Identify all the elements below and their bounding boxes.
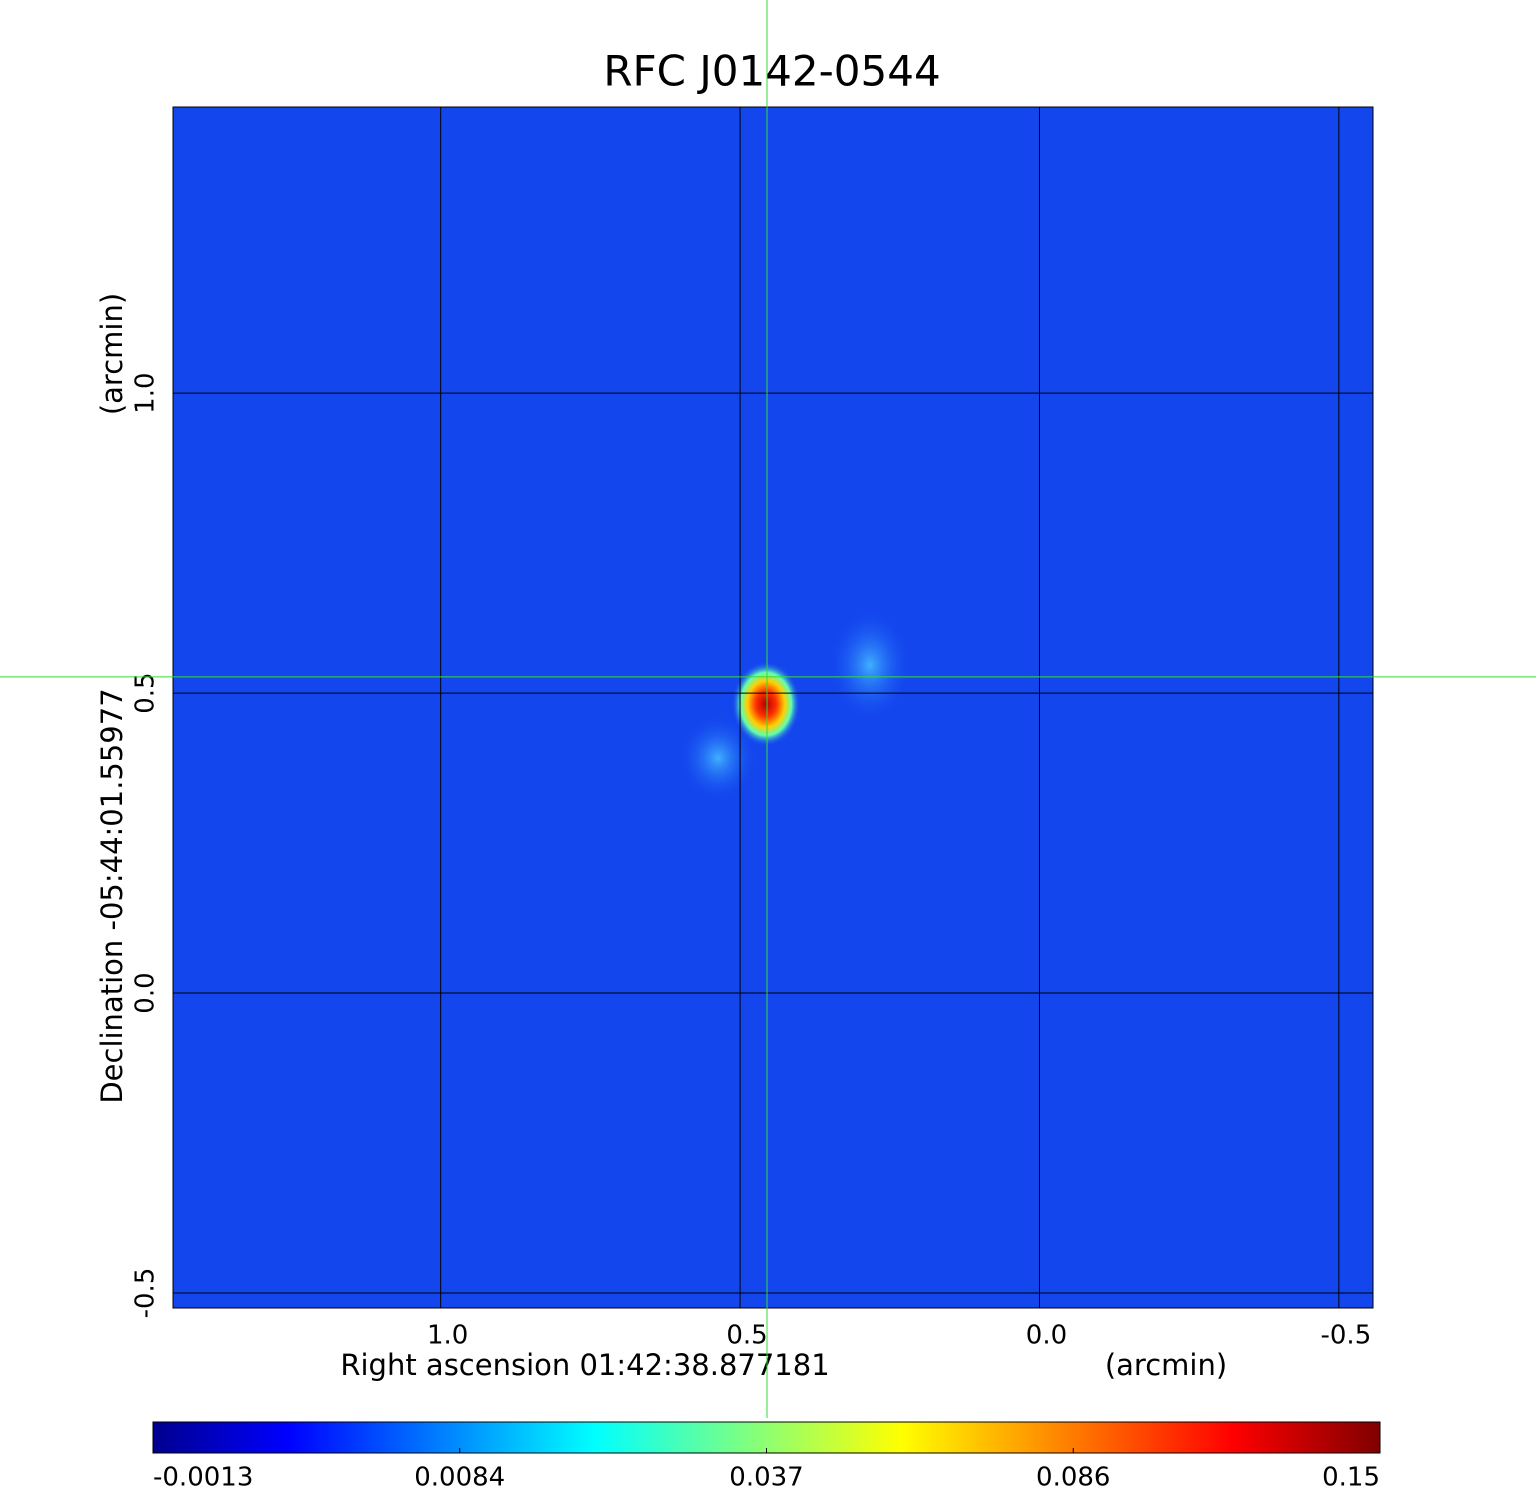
y-axis-label: Declination -05:44:01.55977 xyxy=(95,688,129,1103)
plot-frame xyxy=(172,106,1374,1309)
chart-title: RFC J0142-0544 xyxy=(603,47,940,96)
colorbar-tick-label: -0.0013 xyxy=(153,1463,253,1493)
colorbar-tick-label: 0.037 xyxy=(729,1463,803,1493)
image-lobe xyxy=(680,716,756,800)
x-tick-label: 0.0 xyxy=(1026,1321,1067,1351)
image-core xyxy=(732,662,800,746)
colorbar xyxy=(152,1421,1381,1454)
image-lobe xyxy=(830,610,910,720)
x-tick-label: 0.5 xyxy=(726,1321,767,1351)
y-tick-label: 0.0 xyxy=(131,972,161,1013)
colorbar-tick-label: 0.0084 xyxy=(414,1463,505,1493)
x-tick-label: -0.5 xyxy=(1321,1321,1372,1351)
y-tick-label: -0.5 xyxy=(131,1268,161,1319)
x-axis-label: Right ascension 01:42:38.877181 xyxy=(340,1348,829,1382)
colorbar-tick-label: 0.15 xyxy=(1322,1463,1380,1493)
x-tick-label: 1.0 xyxy=(427,1321,468,1351)
y-axis-unit: (arcmin) xyxy=(95,293,129,415)
x-axis-unit: (arcmin) xyxy=(1105,1348,1227,1382)
colorbar-tick-label: 0.086 xyxy=(1036,1463,1110,1493)
y-tick-label: 1.0 xyxy=(131,372,161,413)
y-tick-label: 0.5 xyxy=(131,672,161,713)
